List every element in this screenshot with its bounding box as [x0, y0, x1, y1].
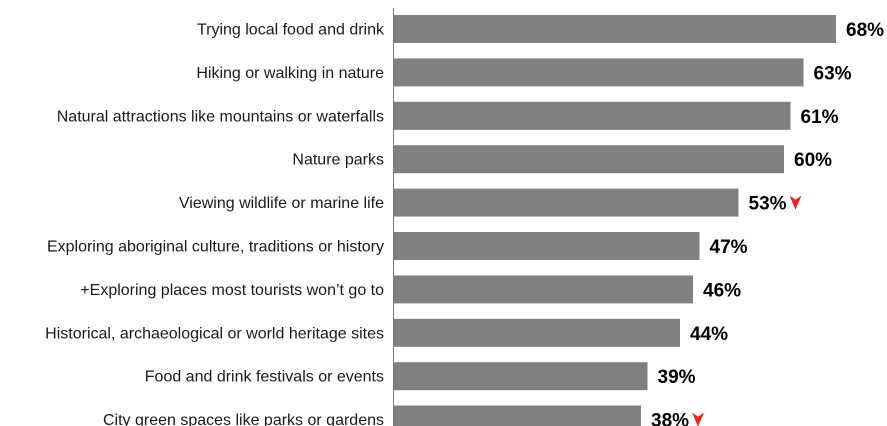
bar [394, 58, 804, 87]
bar [394, 145, 784, 174]
value-label: 39% [658, 367, 696, 388]
category-label: Exploring aboriginal culture, traditions… [47, 239, 384, 256]
value-label: 38% [651, 411, 689, 426]
bars-group [394, 15, 836, 426]
category-label: City green spaces like parks or gardens [103, 412, 384, 426]
value-label: 46% [703, 280, 741, 301]
bar [394, 232, 700, 260]
category-label: Hiking or walking in nature [196, 65, 384, 82]
category-label: Nature parks [292, 152, 384, 169]
bar [394, 188, 739, 217]
bar [394, 362, 648, 391]
category-label: Viewing wildlife or marine life [179, 195, 384, 212]
decrease-markers-group [692, 195, 802, 426]
bar [394, 318, 680, 347]
bar [394, 15, 836, 43]
value-label: 47% [710, 237, 748, 258]
value-label: 44% [690, 324, 728, 345]
category-label: Natural attractions like mountains or wa… [57, 108, 384, 125]
value-label: 60% [794, 150, 832, 171]
value-label: 53% [749, 194, 787, 215]
value-label: 61% [801, 107, 839, 128]
bar [394, 405, 641, 426]
bar [394, 275, 693, 304]
category-label: Food and drink festivals or events [145, 369, 384, 386]
category-labels-group: Trying local food and drink Hiking or wal… [45, 22, 385, 426]
value-label: 68% [846, 20, 884, 41]
category-label: +Exploring places most tourists won’t go… [80, 282, 384, 299]
down-arrow-icon [692, 412, 705, 426]
bar [394, 101, 791, 130]
value-label: 63% [814, 63, 852, 84]
value-labels-group: 68% 63% 61% 60% 53% 47% 46% 44% 39% 38% [651, 20, 884, 426]
category-label: Trying local food and drink [197, 22, 385, 39]
category-label: Historical, archaeological or world heri… [45, 325, 384, 342]
down-arrow-icon [789, 195, 802, 210]
